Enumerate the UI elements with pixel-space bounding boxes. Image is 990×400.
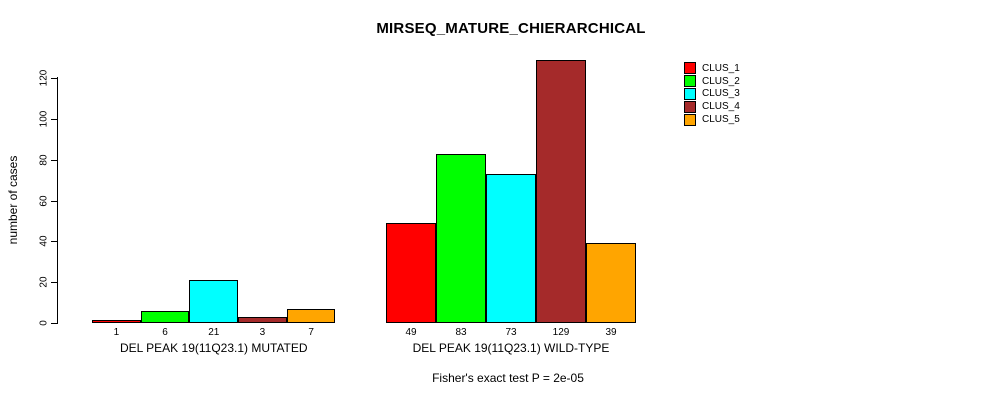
legend-swatch-icon — [684, 100, 696, 113]
y-tick — [51, 282, 57, 284]
y-tick — [51, 200, 57, 202]
y-tick — [51, 323, 57, 324]
bar-clus_1-mutated — [92, 320, 141, 323]
legend-label: CLUS_3 — [702, 88, 740, 100]
bar-clus_4-mutated — [238, 317, 287, 323]
legend-label: CLUS_2 — [702, 75, 740, 87]
y-tick-label: 80 — [38, 154, 50, 166]
bar-value-label: 7 — [308, 327, 314, 338]
y-tick-label: 0 — [38, 320, 50, 326]
chart-title: MIRSEQ_MATURE_CHIERARCHICAL — [376, 20, 646, 37]
bar-value-label: 129 — [552, 327, 570, 338]
y-axis-line — [57, 77, 58, 324]
legend-swatch-icon — [684, 87, 696, 100]
legend-item-clus_2: CLUS_2 — [684, 75, 740, 88]
y-tick-label: 20 — [38, 276, 50, 288]
legend-label: CLUS_1 — [702, 62, 740, 74]
bar-clus_3-wild-type — [486, 174, 536, 323]
legend-item-clus_1: CLUS_1 — [684, 62, 740, 75]
y-tick — [51, 78, 57, 79]
bar-value-label: 39 — [605, 327, 617, 338]
bar-value-label: 6 — [162, 327, 168, 338]
y-tick-label: 120 — [38, 69, 50, 87]
bar-value-label: 83 — [455, 327, 467, 338]
y-tick-label: 100 — [38, 110, 50, 128]
legend: CLUS_1 CLUS_2 CLUS_3 CLUS_4 CLUS_5 — [684, 62, 740, 126]
legend-item-clus_5: CLUS_5 — [684, 113, 740, 126]
group-label-mutated: DEL PEAK 19(11Q23.1) MUTATED — [119, 341, 308, 355]
bar-value-label: 3 — [259, 327, 266, 338]
bar-value-label: 49 — [405, 327, 417, 338]
bar-clus_4-wild-type — [536, 60, 586, 323]
legend-item-clus_3: CLUS_3 — [684, 87, 740, 101]
y-tick — [51, 241, 57, 243]
bar-clus_5-mutated — [286, 309, 336, 323]
y-axis-label: number of cases — [6, 155, 20, 245]
footer-note: Fisher's exact test P = 2e-05 — [432, 371, 584, 385]
y-tick-label: 40 — [38, 235, 50, 247]
legend-swatch-icon — [684, 75, 696, 88]
y-tick-label: 60 — [38, 194, 50, 207]
y-tick — [51, 159, 57, 161]
bar-clus_5-wild-type — [586, 243, 636, 323]
bar-value-label: 1 — [113, 327, 120, 338]
bar-clus_1-wild-type — [386, 223, 436, 323]
legend-swatch-icon — [684, 113, 696, 126]
bar-value-label: 21 — [208, 327, 220, 338]
legend-label: CLUS_5 — [702, 114, 740, 126]
bar-value-label: 73 — [505, 327, 517, 338]
legend-item-clus_4: CLUS_4 — [684, 100, 740, 113]
bar-clus_2-wild-type — [436, 154, 486, 323]
legend-label: CLUS_4 — [702, 101, 740, 113]
bar-clus_3-mutated — [189, 280, 239, 323]
legend-swatch-icon — [684, 62, 696, 75]
group-label-wild-type: DEL PEAK 19(11Q23.1) WILD-TYPE — [412, 341, 610, 355]
y-tick — [51, 118, 57, 120]
bar-clus_2-mutated — [140, 311, 190, 323]
